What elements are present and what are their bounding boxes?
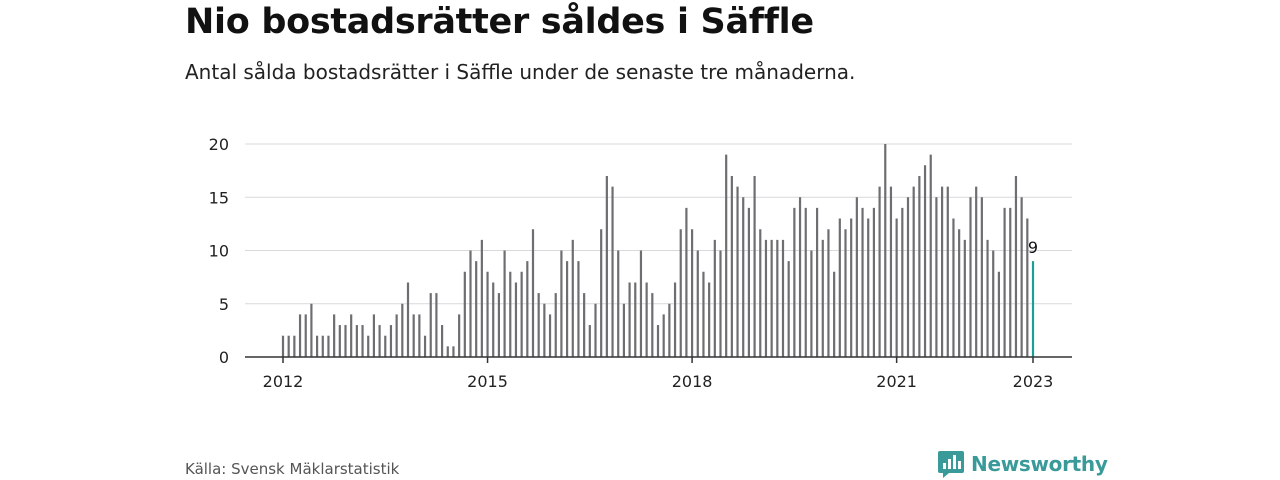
data-label-latest: 9 xyxy=(1028,238,1038,257)
x-tick-label: 2018 xyxy=(672,372,713,391)
x-tick-label: 2021 xyxy=(876,372,917,391)
chart-title: Nio bostadsrätter såldes i Säffle xyxy=(185,2,814,42)
x-tick-label: 2023 xyxy=(1013,372,1054,391)
y-tick-label: 15 xyxy=(209,188,229,207)
newsworthy-logo-icon xyxy=(938,451,964,478)
brand-name: Newsworthy xyxy=(971,452,1108,476)
chart-subtitle: Antal sålda bostadsrätter i Säffle under… xyxy=(185,60,856,84)
source-note: Källa: Svensk Mäklarstatistik xyxy=(185,460,400,478)
x-tick-label: 2015 xyxy=(467,372,508,391)
x-tick-label: 2012 xyxy=(263,372,304,391)
newsworthy-brand[interactable]: Newsworthy xyxy=(937,449,1108,479)
y-tick-label: 5 xyxy=(219,295,229,314)
y-tick-label: 10 xyxy=(209,242,229,261)
y-tick-label: 20 xyxy=(209,135,229,154)
y-tick-label: 0 xyxy=(219,348,229,367)
bar-chart: 0 5 10 15 20 2012 2015 2018 2021 2023 9 xyxy=(209,135,1072,391)
